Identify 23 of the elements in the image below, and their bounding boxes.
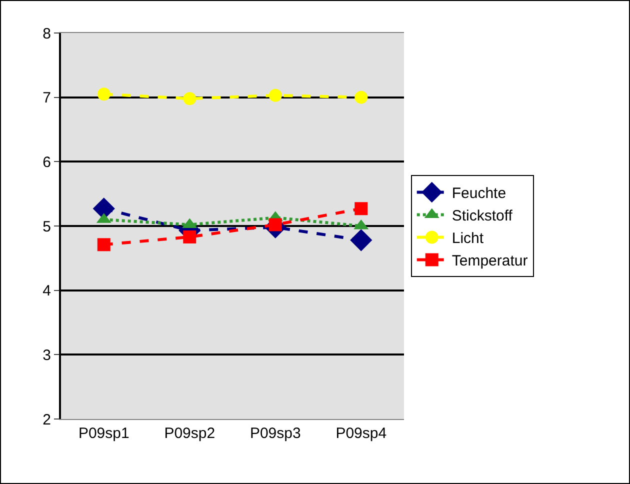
legend-label: Feuchte xyxy=(452,185,506,202)
y-tick-label: 6 xyxy=(42,154,51,171)
y-tick-label: 3 xyxy=(42,346,51,364)
legend-label: Licht xyxy=(452,230,484,248)
x-tick-label: P09sp1 xyxy=(78,425,130,442)
point xyxy=(97,88,110,101)
x-tick-label: P09sp4 xyxy=(336,425,387,442)
y-tick-label: 5 xyxy=(42,218,51,236)
point xyxy=(97,238,110,252)
point xyxy=(268,88,282,102)
y-tick-label: 7 xyxy=(42,90,51,107)
x-tick-label: P09sp3 xyxy=(250,425,301,442)
point xyxy=(354,90,368,104)
point xyxy=(183,230,196,244)
legend-label: Stickstoff xyxy=(452,208,514,225)
y-tick-label: 4 xyxy=(42,282,51,300)
point xyxy=(354,202,368,216)
x-tick-label: P09sp2 xyxy=(164,425,216,442)
y-tick-label: 8 xyxy=(42,25,51,42)
point xyxy=(350,229,372,252)
legend-label: Temperatur xyxy=(452,252,528,270)
y-tick-label: 2 xyxy=(42,411,51,428)
point xyxy=(183,92,196,106)
